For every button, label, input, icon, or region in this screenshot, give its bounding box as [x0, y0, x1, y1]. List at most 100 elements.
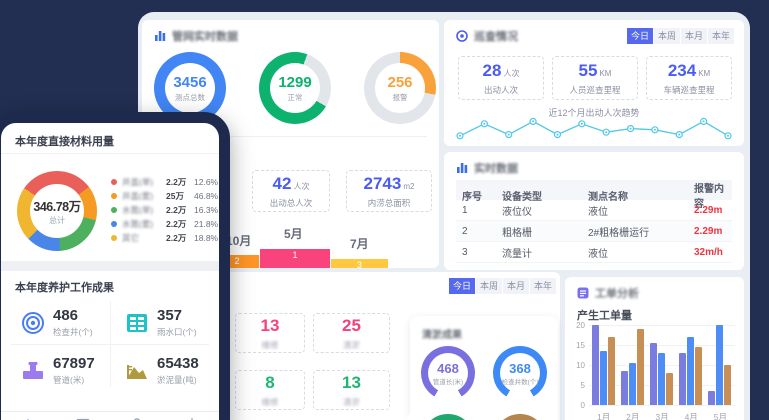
grid-line [589, 345, 735, 346]
materials-legend: 井盖(单) 2.2万 12.6% 井盖(套) 25万 46.8% 水篦(单) 2.2万 16… [111, 175, 218, 245]
panel-patrol: 巡查情况 今日 本周 本月 本年 28 人次 出动人次 55 KM 人员巡查里程 2… [444, 20, 744, 146]
grid-line [589, 325, 735, 326]
divider [1, 153, 219, 154]
stat-box-person-mileage: 55 KM 人员巡查里程 [552, 56, 638, 100]
target-icon [22, 311, 44, 334]
legend-item: 井盖(套) 25万 46.8% [111, 189, 218, 203]
grid-line [589, 405, 735, 406]
bar [628, 363, 636, 405]
table-row: 1 液位仪 液位 2.29m [456, 200, 732, 221]
tab-today[interactable]: 今日 [449, 278, 475, 294]
x-axis-label: 2月 [626, 412, 640, 420]
bar [695, 347, 703, 405]
stat-box-total-dispatch: 42 人次 出动总人次 [252, 170, 330, 212]
panel-title: 工单分析 [595, 288, 639, 300]
legend-item: 井盖(单) 2.2万 12.6% [111, 175, 218, 189]
bar [658, 353, 665, 405]
tab-today[interactable]: 今日 [627, 28, 653, 44]
y-tick-label: 10 [576, 361, 585, 370]
x-axis-label: 5月 [713, 412, 727, 420]
table-row: 2 粗格栅 2#粗格栅运行 2.29m [456, 221, 732, 242]
compass-icon [456, 30, 468, 42]
panel-title: 巡查情况 [474, 31, 518, 43]
legend-item: 水篦(套) 2.2万 21.8% [111, 217, 218, 231]
home-icon [27, 419, 30, 420]
podium-bar: 1 [260, 249, 330, 268]
panel-ops: 今日 本周 本月 本年 13 维修 25 清淤 8 维修 13 清淤 [161, 272, 560, 420]
ops-box-dredge-1: 25 清淤 [313, 313, 390, 353]
gauge-total-points: 3456 测点总数 [154, 52, 226, 124]
x-axis-label: 1月 [596, 412, 611, 420]
tabbar-profile[interactable] [117, 416, 157, 420]
tab-this-year[interactable]: 本年 [708, 28, 734, 44]
tab-this-week[interactable]: 本周 [654, 28, 680, 44]
stat-rain-inlets: 357 雨水口(个) [125, 307, 197, 338]
gauge-value: 3456 [173, 73, 207, 91]
y-tick-label: 15 [576, 341, 585, 350]
bar-chart-icon [457, 163, 468, 173]
bar-group [708, 325, 732, 405]
bar [679, 353, 687, 405]
bar [716, 325, 724, 405]
stat-pipeline-meters: 67897 管道(米) [21, 355, 95, 386]
tab-this-month[interactable]: 本月 [681, 28, 707, 44]
bar [636, 329, 644, 405]
patrol-tabs: 今日 本周 本月 本年 [627, 28, 734, 44]
y-tick-label: 20 [576, 321, 585, 330]
bar [599, 351, 607, 405]
podium-month: 5月 [284, 227, 303, 241]
stat-unit: 人次 [293, 181, 310, 191]
tabbar-home[interactable] [8, 416, 48, 420]
gauge-label: 测点总数 [175, 92, 205, 102]
pipe-icon [23, 361, 43, 379]
trend-line-chart [456, 117, 732, 140]
trend-title: 近12个月出动人次趋势 [548, 108, 640, 118]
table-row: 3 流量计 液位 32m/h [456, 242, 732, 263]
bar [620, 371, 628, 405]
panel-dredge-results: 清淤成果 468 管道长(米) 368 检查井数(个) [402, 316, 558, 420]
panel-title: 管网实时数据 [172, 31, 238, 43]
bar-group [620, 329, 644, 405]
ops-box-repair-1: 13 维修 [235, 313, 305, 353]
gauge-value: 256 [387, 73, 413, 91]
gauge-value: 1299 [278, 73, 312, 91]
bar [607, 337, 615, 405]
stat-label: 出动总人次 [269, 197, 313, 208]
panel-pipeline-realtime: 管网实时数据 3456 测点总数 1299 正常 256 报警 42 人次 出动总… [142, 20, 439, 270]
grid-icon [127, 313, 147, 332]
gauge-partial [421, 414, 475, 420]
sludge-icon [127, 364, 147, 379]
bar-group [650, 343, 673, 405]
tab-this-month[interactable]: 本月 [503, 278, 529, 294]
ops-box-dredge-2: 13 清淤 [313, 370, 390, 410]
ops-box-repair-2: 8 维修 [235, 370, 305, 410]
user-icon [134, 418, 141, 420]
materials-title: 本年度直接材料用量 [15, 136, 114, 148]
bar [591, 325, 599, 405]
phone-mockup: 本年度直接材料用量 346.78万 总计 井盖(单) 2.2万 12.6% 井盖(套… [0, 112, 230, 420]
legend-item: 水篦(单) 2.2万 16.3% [111, 203, 218, 217]
ops-tabs: 今日 本周 本月 本年 [449, 278, 556, 294]
x-axis-label: 3月 [655, 412, 669, 420]
stat-label: 内涝总面积 [367, 197, 411, 208]
chart-subtitle: 产生工单量 [577, 310, 632, 322]
gauge-normal: 1299 正常 [259, 52, 331, 124]
tabbar-settings[interactable] [172, 416, 212, 420]
tabbar-messages[interactable] [63, 416, 103, 420]
podium-month: 10月 [226, 234, 252, 248]
workorder-bar-chart: 20 15 10 5 0 [571, 321, 739, 411]
tab-this-week[interactable]: 本周 [476, 278, 502, 294]
donut-center-label: 总计 [49, 216, 65, 225]
stat-box-vehicle-mileage: 234 KM 车辆巡查里程 [646, 56, 732, 100]
achievements-title: 本年度养护工作成果 [15, 282, 114, 294]
dashboard-background: 管网实时数据 3456 测点总数 1299 正常 256 报警 42 人次 出动总… [138, 12, 750, 420]
bar-chart-icon [155, 31, 166, 41]
tab-this-year[interactable]: 本年 [530, 278, 556, 294]
legend-item: 其它 2.2万 18.8% [111, 231, 218, 245]
chat-icon [75, 418, 90, 420]
divider [154, 136, 427, 137]
section-separator [1, 261, 219, 271]
bar-group [679, 337, 703, 405]
materials-donut-chart: 346.78万 总计 [17, 171, 97, 251]
